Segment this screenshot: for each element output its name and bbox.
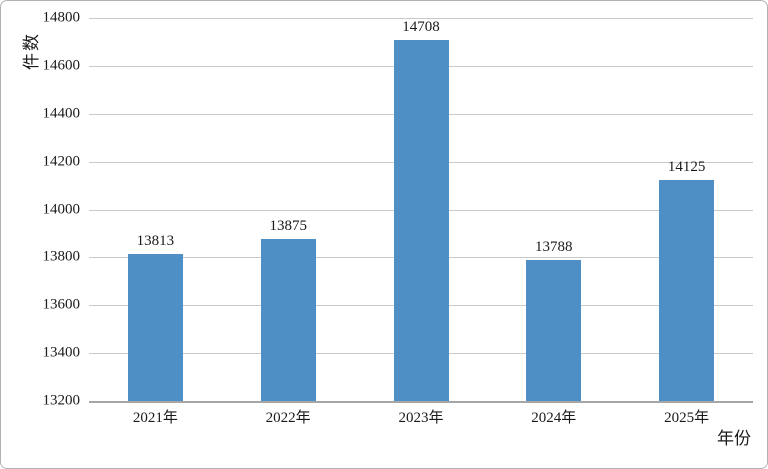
bar (260, 239, 316, 401)
y-tick-label: 13800 (42, 248, 81, 265)
x-axis-title: 年份 (717, 429, 751, 448)
bar-value-label: 14708 (402, 19, 440, 36)
x-tick-label: 2021年 (132, 410, 178, 426)
y-tick-label: 14200 (42, 153, 81, 170)
bar-value-label: 14125 (667, 158, 706, 175)
y-tick-label: 14000 (42, 201, 81, 217)
plot-area: 13813 13875 14708 13788 14125 (89, 18, 753, 403)
y-tick-label: 13200 (42, 392, 81, 409)
y-tick-label: 13600 (42, 296, 81, 313)
y-tick-label: 14400 (42, 105, 81, 122)
bar (526, 260, 582, 401)
bar (127, 254, 183, 401)
y-tick-label: 13400 (42, 344, 81, 361)
bar-value-label: 13875 (269, 218, 307, 235)
gridline (89, 18, 753, 19)
x-tick-label: 2025年 (664, 410, 710, 426)
y-tick-label: 14800 (42, 9, 81, 26)
x-tick-label: 2023年 (398, 410, 444, 426)
x-tick-label: 2022年 (265, 410, 311, 426)
bar (393, 40, 449, 401)
bar (659, 179, 715, 401)
bar-value-label: 13788 (535, 239, 573, 256)
bar-value-label: 13813 (136, 233, 175, 250)
x-tick-label: 2024年 (531, 410, 577, 426)
y-tick-label: 14600 (42, 57, 81, 74)
